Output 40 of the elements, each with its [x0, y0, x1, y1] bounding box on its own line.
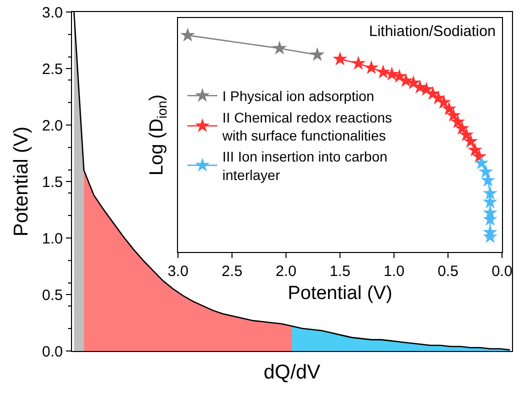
point	[332, 51, 348, 66]
x-axis-title: Potential (V)	[288, 282, 392, 304]
legend-label: II Chemical redox reactions with surface functionalities	[221, 109, 392, 144]
y-tick-label: 0.0	[42, 343, 63, 360]
legend-label: III Ion insertion into carbon interlayer	[222, 148, 388, 183]
point	[454, 120, 470, 135]
point	[180, 28, 196, 42]
y-tick-label: 1.0	[42, 230, 63, 248]
y-tick-label: 1.5	[42, 174, 63, 191]
point	[463, 134, 478, 148]
legend-label: I Physical ion adsorption	[222, 88, 374, 104]
x-tick-label: 3.0	[168, 263, 188, 280]
x-tick-label: 2.5	[222, 263, 242, 280]
point	[474, 155, 489, 170]
point	[482, 186, 498, 200]
point	[272, 40, 287, 55]
x-tick-label: 0.0	[492, 263, 512, 280]
y-tick-label: 2.0	[42, 117, 63, 134]
y-tick-label: 0.5	[42, 286, 63, 304]
point	[436, 94, 451, 109]
annotation: Lithiation/Sodiation	[369, 23, 496, 40]
x-tick-label: 1.5	[330, 263, 350, 280]
point	[468, 142, 482, 156]
y-tick-label: 3.0	[42, 4, 63, 22]
point	[364, 60, 379, 74]
x-tick-label: 2.0	[276, 263, 296, 280]
x-axis-title: dQ/dV	[264, 362, 322, 384]
y-tick-label: 2.5	[42, 60, 63, 78]
point	[384, 66, 400, 81]
y-axis-title: Potential (V)	[10, 126, 32, 237]
point	[310, 47, 325, 62]
point	[446, 108, 461, 122]
point	[459, 127, 474, 142]
point	[442, 101, 456, 116]
point	[450, 114, 466, 128]
point	[351, 56, 366, 70]
point	[478, 164, 494, 178]
x-tick-label: 0.5	[438, 263, 458, 280]
x-tick-label: 1.0	[384, 263, 404, 280]
point	[376, 64, 391, 78]
